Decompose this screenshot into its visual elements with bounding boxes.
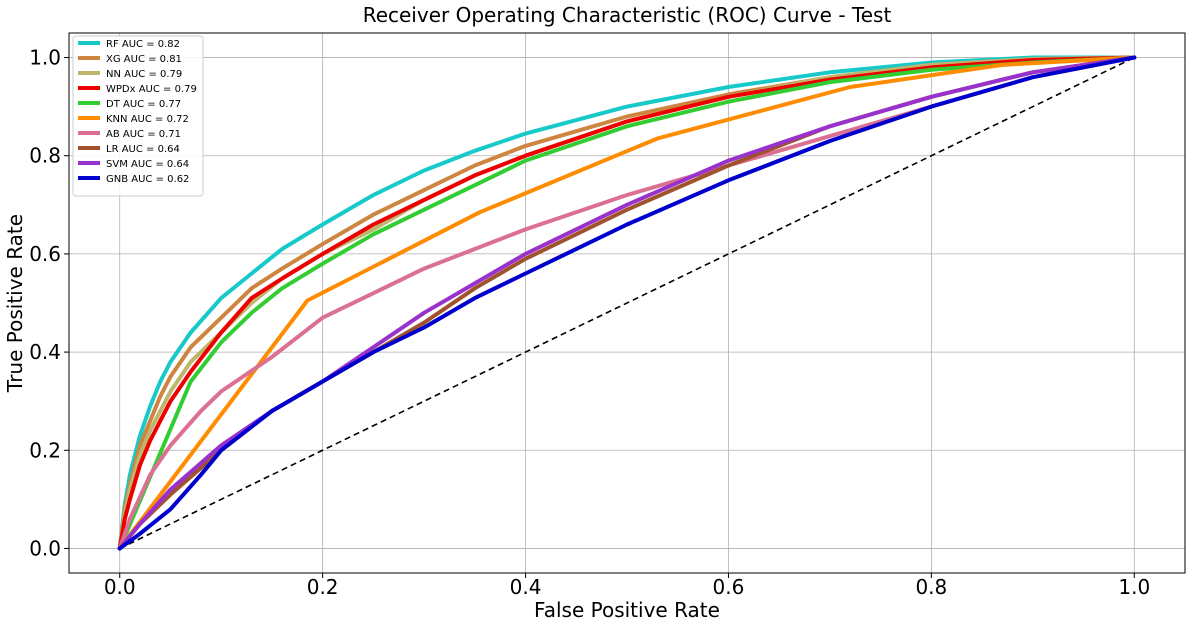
x-tick-label: 0.8 [915, 575, 947, 599]
legend-label: DT AUC = 0.77 [106, 99, 181, 110]
axis-ticks: 0.0 0.2 0.4 0.6 0.8 1.0 0.0 0.2 0.4 0.6 0.8 1.0 [29, 46, 1150, 599]
roc-line-0 [117, 55, 1137, 551]
y-tick-label: 0.0 [29, 536, 61, 560]
x-tick-label: 0.0 [104, 575, 136, 599]
chance-line [119, 56, 1135, 550]
x-tick-label: 0.4 [510, 575, 542, 599]
legend-label: WPDx AUC = 0.79 [106, 84, 197, 95]
reference-diagonal [119, 56, 1135, 550]
legend-label: SVM AUC = 0.64 [106, 159, 189, 170]
y-axis-label: True Positive Rate [3, 214, 27, 393]
roc-line-3 [117, 55, 1137, 551]
y-tick-label: 0.2 [29, 438, 61, 462]
chart-title: Receiver Operating Characteristic (ROC) … [363, 3, 892, 27]
roc-line-5 [117, 55, 1137, 551]
y-tick-label: 0.6 [29, 242, 61, 266]
x-axis-label: False Positive Rate [534, 598, 720, 622]
legend-label: GNB AUC = 0.62 [106, 174, 189, 185]
y-tick-label: 0.8 [29, 144, 61, 168]
plot-frame [68, 32, 1186, 574]
x-tick-label: 1.0 [1118, 575, 1150, 599]
legend-label: KNN AUC = 0.72 [106, 114, 189, 125]
legend-label: RF AUC = 0.82 [106, 39, 180, 50]
legend-label: XG AUC = 0.81 [106, 54, 182, 65]
x-tick-label: 0.2 [307, 575, 339, 599]
grid-lines [69, 33, 1185, 573]
x-tick-label: 0.6 [713, 575, 745, 599]
roc-curves [117, 55, 1137, 551]
y-tick-label: 0.4 [29, 340, 61, 364]
legend-label: NN AUC = 0.79 [106, 69, 182, 80]
roc-line-6 [117, 55, 1137, 551]
legend: RF AUC = 0.82 XG AUC = 0.81 NN AUC = 0.79 W… [72, 35, 204, 197]
legend-label: AB AUC = 0.71 [106, 129, 181, 140]
roc-line-8 [117, 55, 1137, 551]
roc-line-4 [117, 55, 1137, 551]
legend-box [72, 35, 204, 197]
roc-line-9 [117, 55, 1137, 551]
y-tick-label: 1.0 [29, 46, 61, 70]
legend-label: LR AUC = 0.64 [106, 144, 180, 155]
